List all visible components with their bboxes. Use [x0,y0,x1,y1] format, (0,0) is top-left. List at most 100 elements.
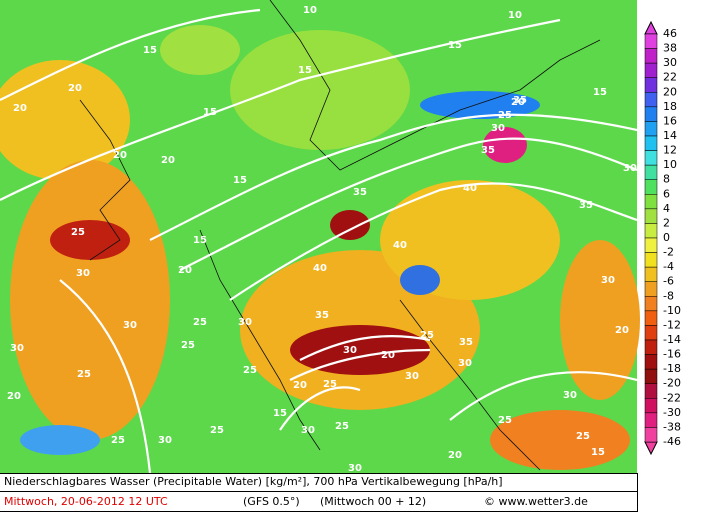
contour-label: 30 [458,358,472,369]
colorbar-segment [644,33,658,49]
footer-title: Niederschlagbares Wasser (Precipitable W… [4,475,503,488]
contour-label: 20 [448,450,462,461]
footer-date: Mittwoch, 20-06-2012 12 UTC [4,495,168,508]
footer-run: (Mittwoch 00 + 12) [320,495,426,508]
colorbar-end [644,20,658,35]
footer-credit: © www.wetter3.de [484,495,588,508]
contour-label: 15 [448,40,462,51]
contour-label: 25 [323,379,337,390]
contour-label: 25 [420,330,434,341]
contour-label: 30 [491,123,505,134]
colorbar-label: 6 [663,187,670,200]
colorbar-label: -16 [663,348,681,361]
colorbar-label: 0 [663,231,670,244]
colorbar-segment [644,121,658,137]
contour-label: 30 [601,275,615,286]
contour-label: 25 [498,110,512,121]
contour-label: 20 [511,97,525,108]
colorbar-segment [644,194,658,210]
colorbar-label: -20 [663,377,681,390]
contour-label: 30 [301,425,315,436]
colorbar-segment [644,77,658,93]
contour-label: 25 [498,415,512,426]
contour-label: 20 [113,150,127,161]
contour-label: 35 [513,95,527,106]
contour-label: 30 [238,317,252,328]
contour-label: 25 [210,425,224,436]
colorbar-segment [644,135,658,151]
colorbar-label: -30 [663,406,681,419]
contour-label: 15 [193,235,207,246]
contour-label: 35 [481,145,495,156]
contour-label: 20 [68,83,82,94]
contour-label: 20 [7,391,21,402]
colorbar-segment [644,252,658,268]
contour-label: 25 [71,227,85,238]
colorbar-segment [644,383,658,399]
contour-label: 40 [393,240,407,251]
colorbar-segment [644,339,658,355]
colorbar-label: -4 [663,260,674,273]
colorbar-label: 22 [663,71,677,84]
colorbar-label: 38 [663,42,677,55]
contour-label: 25 [243,365,257,376]
contour-label: 15 [591,447,605,458]
contour-label: 15 [593,87,607,98]
colorbar-label: -10 [663,304,681,317]
colorbar-label: 10 [663,158,677,171]
contour-label: 30 [76,268,90,279]
contour-label: 35 [315,310,329,321]
colorbar-label: -46 [663,435,681,448]
coastlines [79,0,601,471]
contours [0,8,638,474]
contour-label: 20 [381,350,395,361]
contour-label: 25 [181,340,195,351]
colorbar-label: 14 [663,129,677,142]
colorbar-segment [644,237,658,253]
contour-label: 35 [353,187,367,198]
colorbar-segment [644,179,658,195]
colorbar-label: -18 [663,362,681,375]
fields [0,25,640,470]
contour-label: 35 [579,200,593,211]
contour-label: 30 [405,371,419,382]
colorbar-segment [644,281,658,297]
colorbar-segment [644,398,658,414]
contour-label: 30 [123,320,137,331]
colorbar-segment [644,106,658,122]
contour-label: 40 [463,183,477,194]
colorbar-label: -14 [663,333,681,346]
colorbar-segment [644,354,658,370]
contour-label: 20 [293,380,307,391]
contour-label: 40 [313,263,327,274]
colorbar-label: -38 [663,420,681,433]
colorbar-segment [644,427,658,443]
contour-label: 30 [343,345,357,356]
colorbar-label: 20 [663,85,677,98]
colorbar: 4638302220181614121086420-2-4-6-8-10-12-… [644,20,681,456]
colorbar-segment [644,310,658,326]
colorbar-label: -2 [663,246,674,259]
colorbar-label: 4 [663,202,670,215]
contour-label: 15 [233,175,247,186]
contour-label: 30 [563,390,577,401]
colorbar-label: 2 [663,216,670,229]
contour-label: 25 [193,317,207,328]
colorbar-segment [644,164,658,180]
contour-label: 20 [13,103,27,114]
contour-label: 30 [348,463,362,474]
contour-label: 20 [615,325,629,336]
contour-label: 30 [158,435,172,446]
contour-label: 20 [178,265,192,276]
colorbar-segment [644,325,658,341]
contour-label: 25 [111,435,125,446]
contour-label: 10 [303,5,317,16]
colorbar-segment [644,368,658,384]
colorbar-segment [644,296,658,312]
contour-label: 25 [576,431,590,442]
contour-label: 10 [508,10,522,21]
colorbar-label: 8 [663,173,670,186]
footer-model: (GFS 0.5°) [243,495,300,508]
